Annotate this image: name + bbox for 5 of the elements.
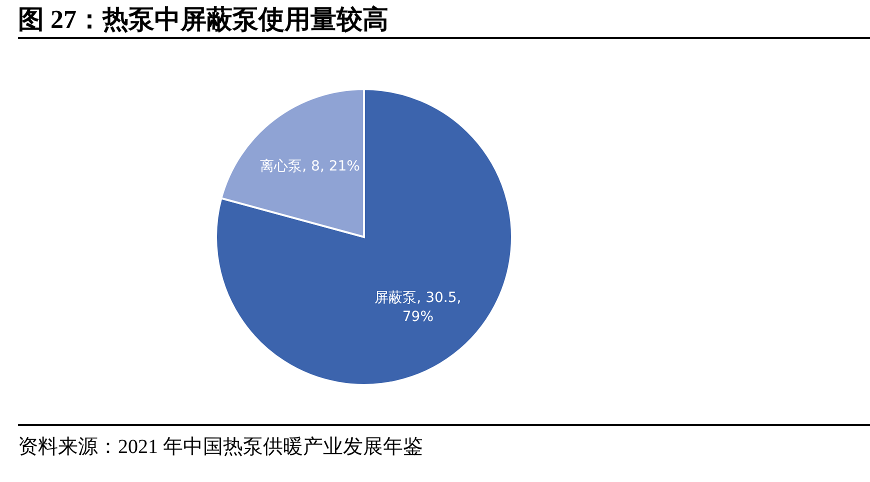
pie-slice	[215, 88, 513, 386]
chart-title: 图 27：热泵中屏蔽泵使用量较高	[18, 4, 388, 36]
text: 资料来源：2021 年中国热泵供暖产业发展年鉴	[18, 435, 423, 460]
slice-label: 屏蔽泵, 30.5, 79%	[374, 290, 462, 326]
slice-label: 离心泵, 8, 21%	[260, 158, 360, 174]
